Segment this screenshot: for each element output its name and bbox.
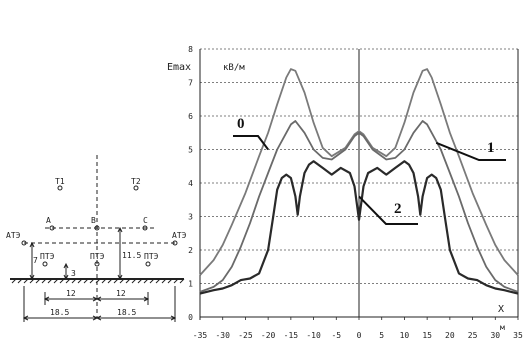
y-tick-label: 1 xyxy=(188,280,193,289)
dim-label-18-5-right: 18.5 xyxy=(117,308,136,317)
x-tick-label: -30 xyxy=(215,331,230,340)
x-tick-labels: -35 -30 -25 -20 -15 -10 -5 0 5 10 15 20 25 30 35 xyxy=(193,331,523,340)
dim-label-3: 3 xyxy=(71,269,76,278)
conductor-c xyxy=(142,225,148,231)
conductor-t1 xyxy=(57,185,63,191)
x-axis-unit: м xyxy=(500,323,505,332)
series-label-leader xyxy=(358,195,418,225)
series-leader-lines xyxy=(233,135,506,225)
dim-label-18-5-left: 18.5 xyxy=(50,308,69,317)
x-tick-label: 35 xyxy=(513,331,523,340)
y-tick-label: 6 xyxy=(188,112,193,121)
series-line-0 xyxy=(199,68,519,276)
x-tick-label: -25 xyxy=(238,331,253,340)
x-tick-label: 0 xyxy=(357,331,362,340)
y-tick-label: 2 xyxy=(188,246,193,255)
dim-label-11-5: 11.5 xyxy=(122,251,141,260)
y-axis-title: Emax xyxy=(167,62,191,73)
y-axis-unit: кВ/м xyxy=(223,63,245,73)
y-tick-label: 5 xyxy=(188,146,193,155)
series-label-2: 2 xyxy=(394,201,402,217)
label-ate-right: АТЭ xyxy=(172,231,187,240)
y-tick-labels: 0 1 2 3 4 5 6 7 8 xyxy=(188,45,193,322)
conductor-ate-right xyxy=(172,240,178,246)
series-labels: 0 1 2 xyxy=(237,116,495,217)
x-tick-label: -5 xyxy=(331,331,341,340)
dim-label-12-left: 12 xyxy=(66,289,76,298)
conductor-b xyxy=(94,225,100,231)
x-tick-label: 10 xyxy=(400,331,410,340)
series-label-leader xyxy=(435,141,506,161)
label-pte-right: ПТЭ xyxy=(144,252,159,261)
conductor-ate-left xyxy=(21,240,27,246)
x-tick-label: -35 xyxy=(193,331,208,340)
line-cross-section-diagram xyxy=(10,155,185,322)
series-line-1 xyxy=(199,120,519,293)
y-tick-label: 8 xyxy=(188,45,193,54)
label-a: A xyxy=(46,216,51,225)
x-tick-label: 25 xyxy=(468,331,478,340)
series-line-2 xyxy=(199,160,519,295)
x-tick-label: -20 xyxy=(261,331,276,340)
x-tick-label: 20 xyxy=(445,331,455,340)
conductor-pte-right xyxy=(145,261,151,267)
series-lines xyxy=(199,68,519,295)
conductor-pte-left xyxy=(42,261,48,267)
series-label-1: 1 xyxy=(487,140,495,156)
x-tick-label: 15 xyxy=(422,331,432,340)
y-tick-label: 4 xyxy=(188,179,193,188)
x-tick-label: -10 xyxy=(306,331,321,340)
series-label-0: 0 xyxy=(237,116,245,132)
series-label-leader xyxy=(233,135,269,151)
y-tick-label: 7 xyxy=(188,79,193,88)
y-tick-label: 3 xyxy=(188,213,193,222)
y-tick-label: 0 xyxy=(188,313,193,322)
diagram-labels: T1 T2 A B C АТЭ АТЭ ПТЭ ПТЭ ПТЭ 7 3 11.5… xyxy=(6,177,187,317)
conductor-t2 xyxy=(133,185,139,191)
dim-label-12-right: 12 xyxy=(116,289,126,298)
x-tick-label: 5 xyxy=(379,331,384,340)
dim-label-7: 7 xyxy=(33,256,38,265)
label-b: B xyxy=(91,216,96,225)
label-c: C xyxy=(143,216,148,225)
label-pte-left: ПТЭ xyxy=(40,252,55,261)
conductor-a xyxy=(49,225,55,231)
label-ate-left: АТЭ xyxy=(6,231,21,240)
x-axis-label: X xyxy=(498,304,504,315)
x-tick-label: -15 xyxy=(284,331,299,340)
label-pte-mid: ПТЭ xyxy=(90,252,105,261)
label-t2: T2 xyxy=(131,177,141,186)
conductor-pte-mid xyxy=(94,261,100,267)
label-t1: T1 xyxy=(55,177,65,186)
x-tick-label: 30 xyxy=(490,331,500,340)
ground-hatching xyxy=(11,278,185,284)
